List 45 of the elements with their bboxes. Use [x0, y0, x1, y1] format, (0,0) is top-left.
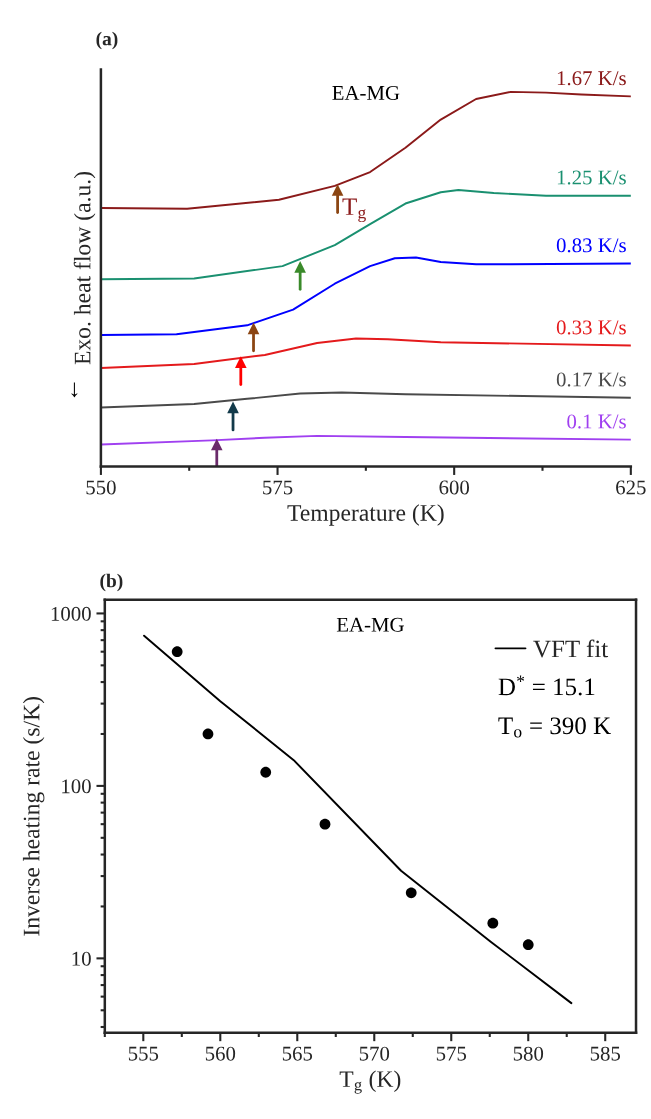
legend-label: VFT fit — [533, 639, 609, 658]
series-label: 0.1 K/s — [567, 414, 626, 429]
annotation: EA-MG — [332, 85, 400, 100]
y-tick-label: 10 — [72, 951, 91, 966]
x-tick-label: 560 — [205, 1046, 236, 1061]
annotation: T$_{g}$ — [342, 198, 366, 223]
y-axis-title: Inverse heating rate (s/K) — [22, 697, 45, 936]
x-tick-label: 565 — [282, 1046, 313, 1061]
x-axis-title: T$_{g}$ (K) — [339, 1070, 401, 1094]
y-tick-label: 100 — [62, 779, 91, 794]
chart-title: (b) — [100, 573, 123, 592]
x-tick-label: 600 — [439, 480, 470, 495]
annotation: D$^{*}$ = 15.1 — [498, 675, 595, 696]
x-tick-label: 550 — [86, 480, 116, 495]
series-label: 1.67 K/s — [557, 71, 626, 86]
point — [522, 939, 534, 951]
point — [331, 184, 344, 196]
series-label: 1.25 K/s — [557, 170, 626, 185]
y-tick-label: 1000 — [51, 606, 91, 621]
x-tick-label: 580 — [513, 1046, 544, 1061]
x-tick-label: 575 — [263, 480, 293, 495]
chart-title: (a) — [96, 31, 118, 50]
series-label: 0.17 K/s — [556, 372, 626, 387]
point — [294, 261, 306, 273]
annotation: T$_{o}$ = 390 K — [498, 717, 611, 738]
x-tick-label: 570 — [359, 1046, 390, 1061]
x-tick-label: 555 — [128, 1046, 159, 1061]
point — [202, 728, 214, 740]
point — [487, 917, 499, 929]
text: ↓ — [71, 382, 78, 398]
point — [171, 646, 183, 658]
point — [405, 887, 417, 899]
series-label: 0.33 K/s — [556, 320, 626, 335]
x-tick-label: 575 — [436, 1046, 467, 1061]
x-axis-title: Temperature (K) — [287, 504, 444, 526]
point — [210, 438, 223, 451]
y-axis-title: Exo. heat flow (a.u.) — [73, 172, 96, 365]
point — [319, 818, 331, 830]
point — [260, 766, 272, 778]
point — [234, 356, 247, 368]
point — [247, 322, 260, 335]
x-tick-label: 585 — [590, 1046, 621, 1061]
annotation: EA-MG — [336, 617, 404, 632]
x-tick-label: 625 — [616, 480, 646, 495]
series-label: 0.83 K/s — [556, 238, 626, 253]
